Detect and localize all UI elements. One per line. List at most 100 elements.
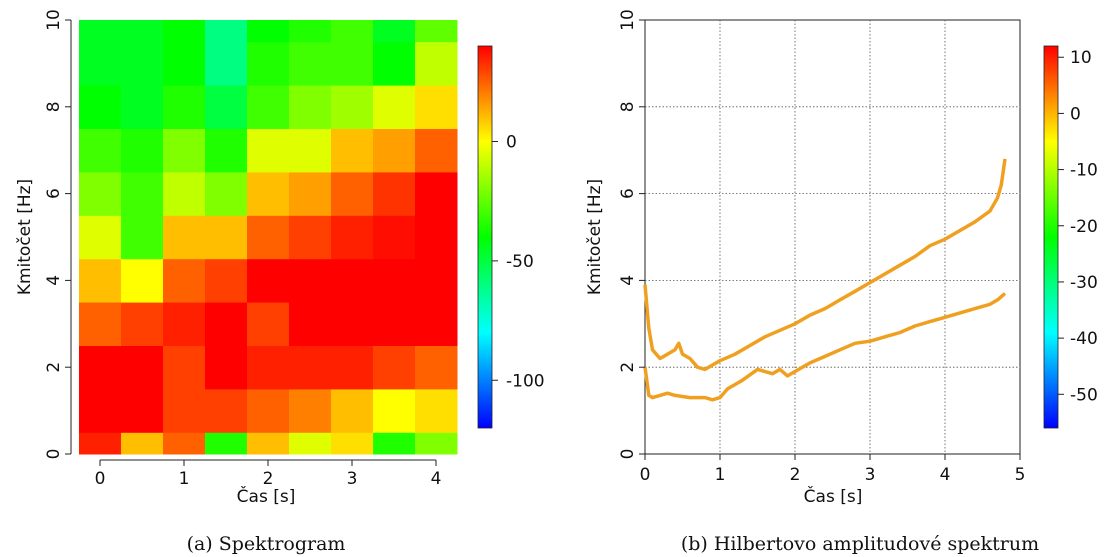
colorbar-tick-label-b: -50 — [1070, 385, 1098, 405]
hilbert-trace-1 — [643, 158, 1007, 372]
heatmap-cell — [163, 258, 206, 303]
heatmap-cell — [415, 258, 458, 303]
xlabel-b: Čas [s] — [804, 485, 863, 507]
x-tick-label-b: 4 — [940, 465, 951, 485]
heatmap-cell — [415, 345, 458, 390]
heatmap-cell — [79, 432, 122, 455]
grid-b — [644, 19, 1021, 455]
heatmap-cell — [205, 345, 248, 390]
heatmap-cell — [121, 41, 164, 86]
x-tick-label-b: 0 — [640, 465, 651, 485]
caption-b: (b) Hilbertovo amplitudové spektrum — [681, 533, 1039, 555]
heatmap-cell — [79, 345, 122, 390]
heatmap-cell — [373, 128, 416, 173]
heatmap-cell — [289, 345, 332, 390]
heatmap-cell — [289, 302, 332, 346]
colorbar-tick-label-b: 0 — [1070, 104, 1081, 124]
heatmap-cell — [415, 41, 458, 86]
heatmap-cell — [415, 388, 458, 433]
heatmap-cell — [205, 432, 248, 455]
caption-a: (a) Spektrogram — [187, 533, 346, 555]
colorbar-tick-label-b: -20 — [1070, 217, 1098, 237]
heatmap-cell — [331, 388, 374, 433]
heatmap-cell — [163, 432, 206, 455]
series-lines — [643, 158, 1007, 402]
heatmap-cell — [79, 171, 122, 216]
heatmap-cell — [247, 345, 290, 390]
heatmap-cell — [205, 171, 248, 216]
colorbar-tick-label-b: -40 — [1070, 329, 1098, 349]
heatmap-cell — [289, 258, 332, 303]
x-tick-label-b: 2 — [790, 465, 801, 485]
heatmap-cell — [373, 215, 416, 260]
heatmap-cell — [331, 215, 374, 260]
heatmap-cell — [247, 171, 290, 216]
y-tick-label-a: 10 — [44, 9, 64, 31]
heatmap-cell — [121, 388, 164, 433]
y-tick-label-a: 0 — [44, 449, 64, 460]
heatmap-cell — [205, 41, 248, 86]
heatmap-cell — [373, 345, 416, 390]
heatmap-cell — [205, 258, 248, 303]
heatmap-cell — [415, 85, 458, 129]
heatmap-cell — [163, 388, 206, 433]
heatmap-cell — [331, 432, 374, 455]
heatmap-cell — [331, 128, 374, 173]
heatmap-cell — [331, 345, 374, 390]
heatmap-cell — [289, 388, 332, 433]
heatmap-cell — [79, 85, 122, 129]
heatmap-cell — [331, 20, 374, 43]
heatmap-cell — [121, 20, 164, 43]
colorbar-tick-label-a: -50 — [506, 252, 534, 272]
axes-a: 0 1 2 3 4 0 2 4 6 8 10 — [44, 9, 441, 489]
heatmap-cell — [163, 41, 206, 86]
heatmap-cell — [121, 128, 164, 173]
hilbert-trace-2 — [643, 292, 1007, 402]
heatmap-cell — [79, 20, 122, 43]
heatmap-cell — [121, 85, 164, 129]
heatmap-cell — [121, 171, 164, 216]
heatmap-cell — [415, 432, 458, 455]
heatmap-cell — [121, 215, 164, 260]
y-tick-label-b: 2 — [618, 362, 638, 373]
heatmap-cell — [289, 215, 332, 260]
y-tick-label-a: 6 — [44, 188, 64, 199]
heatmap-cell — [247, 215, 290, 260]
heatmap-cell — [373, 41, 416, 86]
heatmap-cell — [247, 128, 290, 173]
heatmap-cell — [247, 432, 290, 455]
y-tick-label-b: 10 — [618, 9, 638, 31]
heatmap-cell — [247, 85, 290, 129]
heatmap-cell — [331, 85, 374, 129]
heatmap-cell — [121, 258, 164, 303]
heatmap-cell — [79, 388, 122, 433]
heatmap-cell — [415, 128, 458, 173]
heatmap-cell — [373, 171, 416, 216]
x-tick-label-a: 4 — [431, 469, 442, 489]
colorbar-a — [477, 45, 493, 429]
heatmap-cell — [415, 215, 458, 260]
heatmap-cell — [247, 388, 290, 433]
heatmap-cell — [289, 171, 332, 216]
colorbar-ticks-b: 10 0 -10 -20 -30 -40 -50 — [1058, 48, 1098, 405]
heatmap-cell — [79, 215, 122, 260]
ylabel-a: Kmitočet [Hz] — [15, 179, 35, 295]
x-tick-label-b: 5 — [1015, 465, 1026, 485]
colorbar-tick-label-b: -10 — [1070, 161, 1098, 181]
colorbar-b — [1043, 45, 1059, 429]
heatmap-cell — [331, 258, 374, 303]
heatmap-cell — [163, 20, 206, 43]
heatmap-cell — [163, 128, 206, 173]
colorbar-tick-label-b: -30 — [1070, 273, 1098, 293]
heatmap-cell — [121, 432, 164, 455]
heatmap-cell — [373, 302, 416, 346]
y-tick-label-b: 0 — [618, 449, 638, 460]
colorbar-tick-label-a: 0 — [506, 133, 517, 153]
x-tick-label-b: 1 — [715, 465, 726, 485]
heatmap-cell — [373, 258, 416, 303]
heatmap-cell — [373, 432, 416, 455]
heatmap-cell — [163, 215, 206, 260]
heatmap-cell — [247, 302, 290, 346]
heatmap-cell — [415, 302, 458, 346]
heatmap-cell — [289, 85, 332, 129]
